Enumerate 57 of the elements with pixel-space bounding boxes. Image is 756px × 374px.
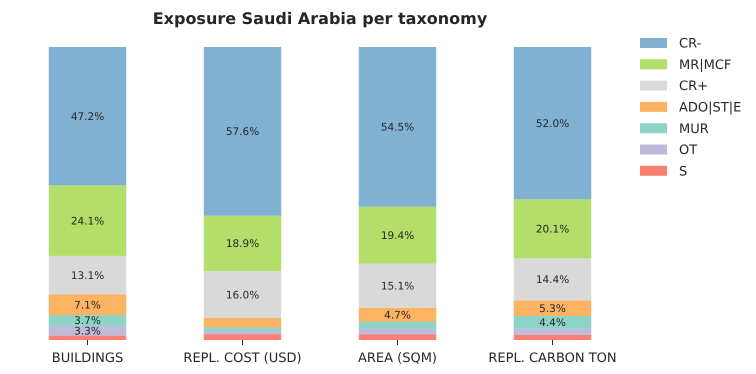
bar: [514, 334, 592, 340]
bar: [514, 258, 592, 300]
data-label: 3.7%: [74, 315, 101, 328]
legend-label: ADO|ST|E: [679, 100, 742, 116]
data-label: 15.1%: [380, 280, 414, 292]
x-tick-label: REPL. COST (USD): [183, 351, 302, 366]
legend-label: CR-: [679, 36, 702, 52]
bar: [48, 336, 126, 340]
bar: [514, 316, 592, 329]
data-label: 7.1%: [74, 299, 101, 312]
legend-label: MUR: [679, 122, 709, 137]
bar: [48, 294, 126, 316]
data-label: 4.7%: [384, 309, 411, 322]
bar: [204, 318, 282, 328]
data-label: 24.1%: [70, 215, 104, 228]
bar: [358, 334, 436, 340]
bar: [48, 256, 126, 294]
data-label: 52.0%: [536, 118, 570, 130]
data-label: 20.1%: [536, 223, 570, 236]
bar: [204, 271, 282, 318]
bar: [204, 327, 282, 332]
x-tick-label: AREA (SQM): [358, 351, 438, 366]
bar: [358, 328, 436, 334]
data-label: 19.4%: [380, 230, 414, 242]
bar: [358, 206, 436, 264]
x-tick-label: REPL. CARBON TON: [488, 351, 617, 366]
bar: [204, 331, 282, 334]
data-label: 47.2%: [70, 110, 104, 123]
legend-label: S: [679, 164, 688, 180]
legend-label: CR+: [679, 79, 708, 94]
bar: [358, 47, 436, 207]
bar: [358, 264, 436, 308]
bar: [204, 47, 282, 216]
data-label: 16.0%: [226, 289, 260, 302]
data-label: 14.4%: [536, 274, 570, 286]
bar: [514, 300, 592, 316]
bar: [514, 199, 592, 258]
legend-label: OT: [679, 143, 698, 158]
bar: [358, 308, 436, 322]
bar: [358, 322, 436, 329]
data-label: 54.5%: [380, 122, 414, 134]
legend-label: MR|MCF: [679, 58, 732, 73]
data-label: 13.1%: [70, 270, 104, 282]
bar: [48, 185, 126, 256]
bar: [514, 328, 592, 335]
bar: [48, 47, 126, 186]
data-label: 3.3%: [74, 325, 101, 338]
x-tick-label: BUILDINGS: [52, 351, 124, 366]
bar: [204, 216, 282, 272]
chart-title: Exposure Saudi Arabia per taxonomy: [152, 9, 488, 28]
data-label: 5.3%: [539, 302, 566, 315]
bar: [514, 47, 592, 200]
bar: [204, 334, 282, 340]
data-label: 57.6%: [226, 126, 260, 138]
data-label: 18.9%: [226, 238, 260, 250]
data-label: 4.4%: [539, 317, 566, 330]
bar: [48, 315, 126, 326]
